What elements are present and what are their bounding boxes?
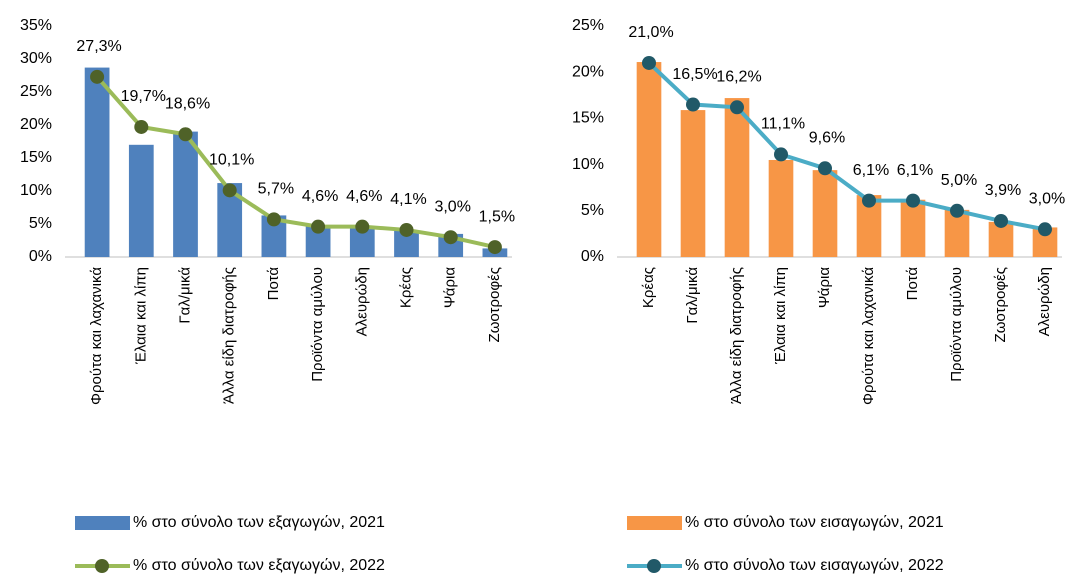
data-label: 4,1%	[390, 191, 426, 208]
marker	[311, 219, 326, 234]
marker	[774, 147, 788, 162]
y-tick-label: 35%	[20, 17, 52, 34]
y-tick-label: 0%	[29, 248, 52, 265]
y-tick-label: 10%	[572, 156, 604, 173]
x-tick-label: Γαλ/μικά	[684, 267, 701, 324]
data-label: 5,7%	[258, 181, 294, 198]
data-label: 10,1%	[209, 152, 254, 169]
x-tick-label: Ψάρια	[816, 267, 833, 308]
data-label: 16,5%	[672, 66, 717, 83]
x-tick-label: Φρούτα και λαχανικά	[860, 267, 877, 405]
x-tick-label: Ζωοτροφές	[486, 267, 503, 342]
legend-marker	[95, 559, 109, 573]
marker	[266, 212, 281, 227]
data-label: 11,1%	[761, 116, 805, 133]
legend-label: % στο σύνολο των εισαγωγών, 2021	[685, 514, 944, 531]
bar	[636, 62, 662, 258]
data-label: 3,0%	[1029, 190, 1065, 207]
x-tick-label: Φρούτα και λαχανικά	[88, 267, 105, 405]
x-tick-label: Άλλα είδη διατροφής	[221, 267, 238, 404]
legend-label: % στο σύνολο των εισαγωγών, 2022	[685, 557, 944, 574]
data-label: 18,6%	[165, 95, 210, 112]
marker	[90, 69, 105, 84]
x-tick-label: Γαλ/μικά	[176, 267, 193, 324]
y-tick-label: 0%	[581, 248, 604, 265]
x-tick-label: Ζωοτροφές	[992, 267, 1009, 342]
legend-label: % στο σύνολο των εξαγωγών, 2022	[133, 557, 385, 574]
data-label: 3,0%	[434, 198, 470, 215]
marker	[487, 240, 502, 255]
marker	[355, 219, 370, 234]
marker	[134, 119, 149, 134]
marker	[222, 183, 237, 198]
data-label: 4,6%	[346, 188, 382, 205]
marker	[642, 55, 656, 70]
marker	[906, 193, 920, 208]
data-label: 5,0%	[941, 172, 977, 189]
data-label: 6,1%	[853, 162, 889, 179]
bar	[724, 98, 750, 258]
legend-marker	[647, 559, 661, 573]
bar	[900, 199, 926, 257]
y-tick-label: 15%	[20, 149, 52, 166]
marker	[862, 193, 876, 208]
y-tick-label: 25%	[20, 83, 52, 100]
marker	[950, 203, 964, 218]
x-tick-label: Κρέας	[640, 267, 657, 308]
x-tick-label: Έλαια και λίπη	[772, 267, 789, 365]
data-label: 27,3%	[76, 38, 121, 55]
x-tick-label: Ποτά	[904, 267, 921, 301]
bar	[680, 110, 706, 257]
line	[95, 75, 496, 250]
data-label: 16,2%	[716, 69, 761, 86]
data-label: 9,6%	[809, 130, 845, 147]
data-label: 1,5%	[479, 208, 515, 225]
y-tick-label: 5%	[29, 215, 52, 232]
bar	[173, 131, 198, 257]
x-tick-label: Προϊόντα αμύλου	[948, 267, 965, 382]
data-label: 19,7%	[121, 88, 166, 105]
x-tick-label: Ψάρια	[442, 267, 459, 308]
marker	[818, 161, 832, 176]
bar	[84, 67, 110, 257]
marker	[178, 127, 193, 142]
marker	[443, 230, 458, 245]
data-label: 3,9%	[985, 182, 1021, 199]
y-tick-label: 30%	[20, 50, 52, 67]
y-tick-label: 20%	[20, 116, 52, 133]
data-label: 21,0%	[628, 24, 673, 41]
bar	[812, 170, 838, 257]
x-tick-label: Άλλα είδη διατροφής	[728, 267, 745, 404]
data-label: 4,6%	[302, 188, 338, 205]
y-tick-label: 20%	[572, 63, 604, 80]
legend-label: % στο σύνολο των εξαγωγών, 2021	[133, 514, 385, 531]
y-tick-label: 5%	[581, 202, 604, 219]
x-tick-label: Αλευρώδη	[353, 267, 370, 336]
marker	[1038, 222, 1052, 237]
marker	[399, 222, 414, 237]
marker	[686, 97, 700, 112]
x-tick-label: Έλαια και λίπη	[132, 267, 149, 365]
marker	[994, 213, 1008, 228]
bar	[768, 159, 794, 257]
x-tick-label: Αλευρώδη	[1036, 267, 1053, 336]
marker	[730, 100, 744, 115]
legend-swatch	[75, 516, 130, 530]
x-tick-label: Προϊόντα αμύλου	[309, 267, 326, 382]
x-tick-label: Κρέας	[397, 267, 414, 308]
y-tick-label: 10%	[20, 182, 52, 199]
x-tick-label: Ποτά	[265, 267, 282, 301]
data-label: 6,1%	[897, 162, 933, 179]
y-tick-label: 25%	[572, 17, 604, 34]
line	[647, 61, 1046, 232]
legend-swatch	[627, 516, 682, 530]
y-tick-label: 15%	[572, 110, 604, 127]
bar	[128, 144, 154, 257]
